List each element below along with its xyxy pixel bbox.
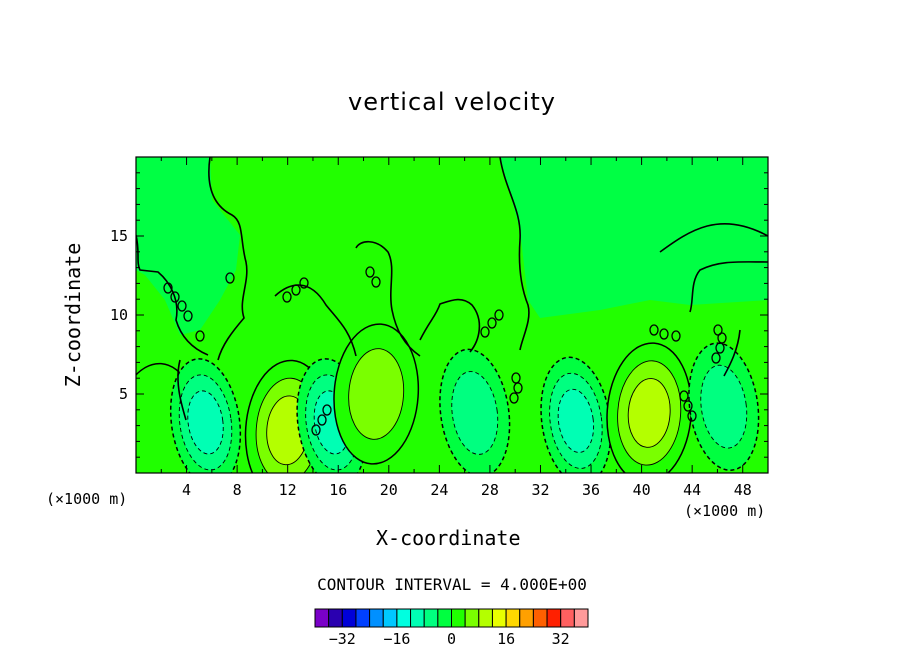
x-tick-label: 20: [380, 481, 398, 499]
colorbar: [314, 608, 589, 628]
contour-cell-pos: [333, 323, 420, 465]
x-tick-label: 24: [430, 481, 448, 499]
contour-ring: [225, 272, 235, 284]
x-tick-label: 40: [633, 481, 651, 499]
colorbar-swatch: [369, 608, 384, 628]
upper-region-fill: [210, 157, 768, 318]
contour-ring: [711, 352, 721, 364]
contour-ring: [713, 324, 723, 336]
contour-ring: [163, 282, 173, 294]
colorbar-swatch: [505, 608, 521, 628]
colorbar-swatch: [341, 608, 357, 628]
colorbar-swatch: [491, 608, 507, 628]
contour-ring: [365, 266, 375, 278]
x-tick-label: 48: [734, 481, 752, 499]
contour-ring: [687, 410, 697, 422]
contour-ring: [494, 309, 504, 321]
contour-ring: [282, 291, 292, 303]
colorbar-swatch: [355, 608, 371, 628]
contour-ring: [183, 310, 193, 322]
colorbar-swatch: [451, 608, 466, 628]
contour-cell-neg: [540, 356, 612, 473]
contour-ring: [322, 404, 332, 416]
contour-interval-label: CONTOUR INTERVAL = 4.000E+00: [317, 575, 587, 594]
contour-band: [348, 348, 405, 440]
contour-ring: [195, 330, 205, 342]
x-tick-label: 16: [329, 481, 347, 499]
contour-band: [187, 390, 224, 455]
colorbar-swatch: [423, 608, 439, 628]
contour-ring: [311, 424, 321, 436]
colorbar-labels: −32 −16 0 16 32: [329, 630, 570, 648]
colorbar-label: 32: [552, 630, 570, 648]
contour-ring: [299, 277, 309, 289]
x-tick-label: 36: [582, 481, 600, 499]
contour-ring: [649, 324, 659, 336]
x-tick-label: 12: [279, 481, 297, 499]
x-unit-left: (×1000 m): [46, 490, 128, 508]
colorbar-swatch: [560, 608, 575, 628]
x-tick-label: 4: [182, 481, 191, 499]
zero-contour-lines: [136, 157, 768, 421]
contour-band: [451, 371, 499, 455]
contour-cell-pos: [606, 342, 693, 473]
y-axis-ticks: 5 10 15: [110, 172, 768, 458]
contour-ring: [509, 392, 519, 404]
colorbar-label: 0: [447, 630, 456, 648]
colorbar-swatch: [328, 608, 343, 628]
x-tick-label: 44: [683, 481, 701, 499]
contour-ring: [679, 390, 689, 402]
contour-cell-neg: [439, 348, 511, 473]
contour-ring: [671, 330, 681, 342]
colorbar-swatch: [382, 608, 398, 628]
chart-title: vertical velocity: [348, 88, 556, 116]
colorbar-swatch: [410, 608, 425, 628]
contour-ring: [487, 317, 497, 329]
y-axis-label: Z-coordinate: [61, 242, 85, 388]
colorbar-swatch: [464, 608, 480, 628]
colorbar-swatch: [314, 608, 330, 628]
contour-ring: [659, 328, 669, 340]
contour-band: [557, 388, 595, 453]
colorbar-swatch: [546, 608, 562, 628]
colorbar-swatch: [437, 608, 453, 628]
contour-cell-neg: [169, 358, 242, 473]
upper-left-region-fill: [136, 157, 240, 335]
contour-ring: [177, 300, 187, 312]
small-contour-rings: [163, 266, 727, 436]
y-tick-label: 10: [110, 306, 128, 324]
contour-ring: [480, 326, 490, 338]
y-tick-label: 5: [119, 385, 128, 403]
colorbar-swatch: [519, 608, 534, 628]
contour-ring: [291, 284, 301, 296]
x-tick-label: 28: [481, 481, 499, 499]
colorbar-swatch: [396, 608, 412, 628]
contour-cells: [136, 323, 760, 473]
contour-cell-neg: [688, 342, 760, 471]
x-tick-label: 8: [233, 481, 242, 499]
x-axis-ticks: 4 8 12 16 20 24 28 32 36 40 44 48: [160, 157, 752, 499]
colorbar-label: 16: [497, 630, 515, 648]
contour-ring: [715, 342, 725, 354]
contour-band: [700, 364, 748, 449]
contour-ring: [513, 382, 523, 394]
contour-ring: [317, 414, 327, 426]
contour-ring: [170, 291, 180, 303]
y-tick-label: 15: [110, 227, 128, 245]
contour-ring: [683, 400, 693, 412]
contour-band: [627, 378, 671, 448]
colorbar-swatch: [573, 608, 589, 628]
colorbar-swatch: [532, 608, 548, 628]
contour-ring: [371, 276, 381, 288]
x-tick-label: 32: [531, 481, 549, 499]
colorbar-label: −32: [329, 630, 356, 648]
x-unit-right: (×1000 m): [684, 502, 766, 520]
x-axis-label: X-coordinate: [376, 526, 521, 550]
colorbar-label: −16: [383, 630, 410, 648]
colorbar-swatch: [478, 608, 493, 628]
